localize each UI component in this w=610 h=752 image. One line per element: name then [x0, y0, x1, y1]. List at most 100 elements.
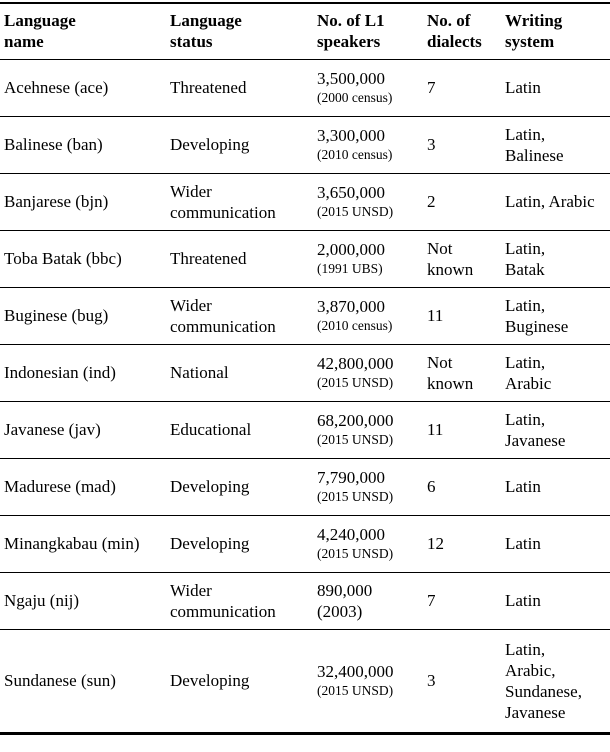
- table-row: Balinese (ban) Developing 3,300,000 (2010 c…: [0, 116, 610, 173]
- cell-line: 32,400,000: [317, 662, 394, 681]
- dialects-cell: 7: [423, 572, 501, 629]
- dialects-cell: 6: [423, 458, 501, 515]
- table-row: Buginese (bug) Wider communication 3,870,00…: [0, 287, 610, 344]
- cell-line: Educational: [170, 420, 252, 439]
- cell-line: 7,790,000: [317, 468, 385, 487]
- cell-line: Wider: [170, 181, 212, 201]
- l1-speakers-cell: 3,870,000 (2010 census): [313, 287, 423, 344]
- cell-line: (2010 census): [317, 318, 393, 333]
- cell-line: Wider: [170, 295, 212, 315]
- cell-line: Latin,: [505, 352, 546, 372]
- cell-line: Developing: [170, 671, 250, 690]
- language-status-cell: Developing: [166, 116, 313, 173]
- table-row: Toba Batak (bbc) Threatened 2,000,000 (1991…: [0, 230, 610, 287]
- table-row: Ngaju (nij) Wider communication 890,000 (200…: [0, 572, 610, 629]
- cell-line: 890,000: [317, 580, 373, 600]
- dialects-cell: 11: [423, 401, 501, 458]
- cell-line: Javanese: [505, 702, 566, 722]
- language-name-cell: Buginese (bug): [0, 287, 166, 344]
- language-name-cell: Ngaju (nij): [0, 572, 166, 629]
- cell-line: (2003): [317, 601, 363, 621]
- language-status-cell: Developing: [166, 629, 313, 733]
- writing-system-cell: Latin, Buginese: [501, 287, 610, 344]
- cell-line: Minangkabau (min): [4, 534, 140, 553]
- cell-line: 6: [427, 477, 436, 496]
- writing-system-cell: Latin, Javanese: [501, 401, 610, 458]
- language-name-cell: Toba Batak (bbc): [0, 230, 166, 287]
- cell-line: No. of: [427, 11, 471, 31]
- cell-line: National: [170, 363, 229, 382]
- writing-system-cell: Latin: [501, 572, 610, 629]
- cell-line: 7: [427, 78, 436, 97]
- writing-system-cell: Latin: [501, 458, 610, 515]
- cell-line: Balinese (ban): [4, 135, 103, 154]
- l1-speakers-cell: 7,790,000 (2015 UNSD): [313, 458, 423, 515]
- table-row: Banjarese (bjn) Wider communication 3,650,0…: [0, 173, 610, 230]
- cell-line: Acehnese (ace): [4, 78, 109, 97]
- language-table: Language name Language status No. of L1 speak…: [0, 2, 610, 735]
- dialects-cell: Not known: [423, 344, 501, 401]
- cell-line: Toba Batak (bbc): [4, 249, 122, 268]
- cell-line: Buginese (bug): [4, 306, 109, 325]
- cell-line: Threatened: [170, 249, 247, 268]
- cell-line: Latin: [505, 534, 541, 553]
- writing-system-cell: Latin, Arabic: [501, 173, 610, 230]
- writing-system-cell: Latin, Arabic: [501, 344, 610, 401]
- cell-line: Latin,: [505, 295, 546, 315]
- l1-speakers-cell: 68,200,000 (2015 UNSD): [313, 401, 423, 458]
- cell-line: 68,200,000: [317, 411, 394, 430]
- language-status-cell: Developing: [166, 458, 313, 515]
- l1-speakers-cell: 32,400,000 (2015 UNSD): [313, 629, 423, 733]
- cell-line: (2015 UNSD): [317, 546, 394, 561]
- column-header-dialects: No. of dialects: [423, 3, 501, 59]
- l1-speakers-cell: 4,240,000 (2015 UNSD): [313, 515, 423, 572]
- column-header-l1-speakers: No. of L1 speakers: [313, 3, 423, 59]
- cell-line: Latin, Arabic: [505, 192, 595, 211]
- cell-line: Developing: [170, 534, 250, 553]
- language-status-cell: National: [166, 344, 313, 401]
- cell-line: (1991 UBS): [317, 261, 383, 276]
- cell-line: (2015 UNSD): [317, 683, 394, 698]
- cell-line: 11: [427, 306, 444, 325]
- table-row: Sundanese (sun) Developing 32,400,000 (2015…: [0, 629, 610, 733]
- language-status-cell: Wider communication: [166, 287, 313, 344]
- cell-line: Developing: [170, 477, 250, 496]
- table-row: Minangkabau (min) Developing 4,240,000 (201…: [0, 515, 610, 572]
- cell-line: (2015 UNSD): [317, 432, 394, 447]
- language-name-cell: Minangkabau (min): [0, 515, 166, 572]
- cell-line: Javanese (jav): [4, 420, 101, 439]
- cell-line: 2,000,000: [317, 240, 385, 259]
- cell-line: speakers: [317, 32, 381, 52]
- table-row: Javanese (jav) Educational 68,200,000 (2015…: [0, 401, 610, 458]
- cell-line: Latin: [505, 591, 541, 610]
- l1-speakers-cell: 3,500,000 (2000 census): [313, 59, 423, 116]
- cell-line: Batak: [505, 259, 545, 279]
- writing-system-cell: Latin, Batak: [501, 230, 610, 287]
- language-status-cell: Developing: [166, 515, 313, 572]
- dialects-cell: 12: [423, 515, 501, 572]
- cell-line: 4,240,000: [317, 525, 385, 544]
- cell-line: Latin: [505, 477, 541, 496]
- cell-line: 3: [427, 671, 436, 690]
- cell-line: 11: [427, 420, 444, 439]
- table-header: Language name Language status No. of L1 speak…: [0, 3, 610, 59]
- cell-line: Sundanese,: [505, 681, 582, 701]
- column-header-writing-system: Writing system: [501, 3, 610, 59]
- cell-line: Threatened: [170, 78, 247, 97]
- dialects-cell: 3: [423, 629, 501, 733]
- cell-line: 3,870,000: [317, 297, 385, 316]
- cell-line: communication: [170, 601, 276, 621]
- language-name-cell: Acehnese (ace): [0, 59, 166, 116]
- language-name-cell: Indonesian (ind): [0, 344, 166, 401]
- cell-line: communication: [170, 316, 276, 336]
- l1-speakers-cell: 3,650,000 (2015 UNSD): [313, 173, 423, 230]
- cell-line: known: [427, 373, 474, 393]
- cell-line: Madurese (mad): [4, 477, 116, 496]
- cell-line: 3,500,000: [317, 69, 385, 88]
- cell-line: 3: [427, 135, 436, 154]
- cell-line: No. of L1: [317, 11, 385, 31]
- cell-line: Writing: [505, 11, 563, 31]
- cell-line: communication: [170, 202, 276, 222]
- l1-speakers-cell: 3,300,000 (2010 census): [313, 116, 423, 173]
- language-status-cell: Wider communication: [166, 572, 313, 629]
